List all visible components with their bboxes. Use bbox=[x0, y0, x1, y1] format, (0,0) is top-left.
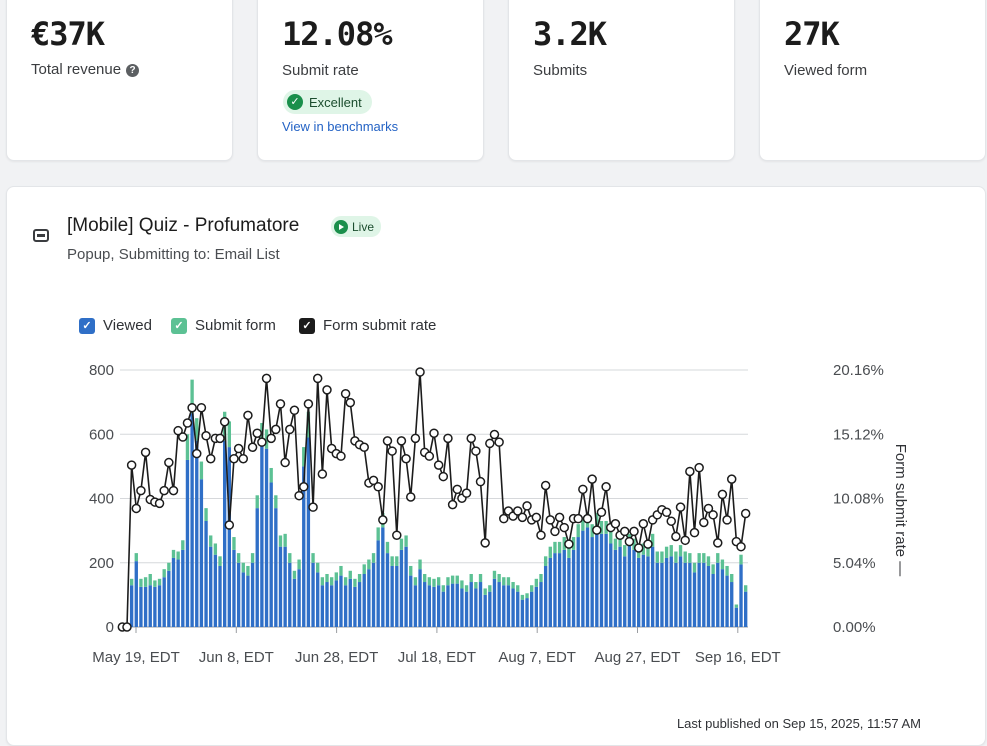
form-title[interactable]: [Mobile] Quiz - Profumatore bbox=[67, 215, 300, 236]
stat-label: Submits bbox=[533, 62, 588, 79]
stat-card-submit-rate: 12.08% Submit rate ✓ Excellent View in b… bbox=[257, 0, 484, 161]
checkbox-icon[interactable]: ✓ bbox=[171, 317, 187, 334]
checkmark-icon: ✓ bbox=[287, 94, 303, 110]
stat-value: 12.08% bbox=[282, 15, 393, 53]
badge-text: Excellent bbox=[309, 94, 362, 110]
form-icon bbox=[33, 229, 49, 242]
legend-label: Submit form bbox=[195, 317, 276, 334]
legend-item-submit-rate[interactable]: ✓ Form submit rate bbox=[299, 317, 436, 334]
checkbox-icon[interactable]: ✓ bbox=[79, 317, 95, 334]
form-subtitle: Popup, Submitting to: Email List bbox=[67, 246, 280, 263]
stat-value: €37K bbox=[31, 15, 105, 53]
legend-label: Form submit rate bbox=[323, 317, 437, 334]
legend-item-submit-form[interactable]: ✓ Submit form bbox=[171, 317, 276, 334]
stat-card-revenue: €37K Total revenue? bbox=[6, 0, 233, 161]
stat-label-text: Total revenue bbox=[31, 61, 122, 78]
help-icon[interactable]: ? bbox=[126, 64, 140, 77]
excellent-badge: ✓ Excellent bbox=[283, 90, 372, 114]
legend-item-viewed[interactable]: ✓ Viewed bbox=[79, 317, 152, 334]
last-published-text: Last published on Sep 15, 2025, 11:57 AM bbox=[676, 716, 921, 731]
status-text: Live bbox=[352, 219, 375, 234]
stat-label: Submit rate bbox=[282, 62, 359, 79]
stat-label: Total revenue? bbox=[31, 61, 140, 78]
view-benchmarks-link[interactable]: View in benchmarks bbox=[282, 119, 399, 134]
play-icon bbox=[334, 219, 348, 234]
stat-value: 27K bbox=[784, 15, 840, 53]
legend-label: Viewed bbox=[103, 317, 152, 334]
stat-label: Viewed form bbox=[784, 62, 868, 79]
live-status-badge: Live bbox=[331, 216, 382, 237]
checkbox-icon[interactable]: ✓ bbox=[299, 317, 315, 334]
stat-card-submits: 3.2K Submits bbox=[508, 0, 735, 161]
stat-value: 3.2K bbox=[533, 15, 607, 53]
form-performance-card bbox=[6, 186, 986, 746]
stat-card-viewed: 27K Viewed form bbox=[759, 0, 986, 161]
